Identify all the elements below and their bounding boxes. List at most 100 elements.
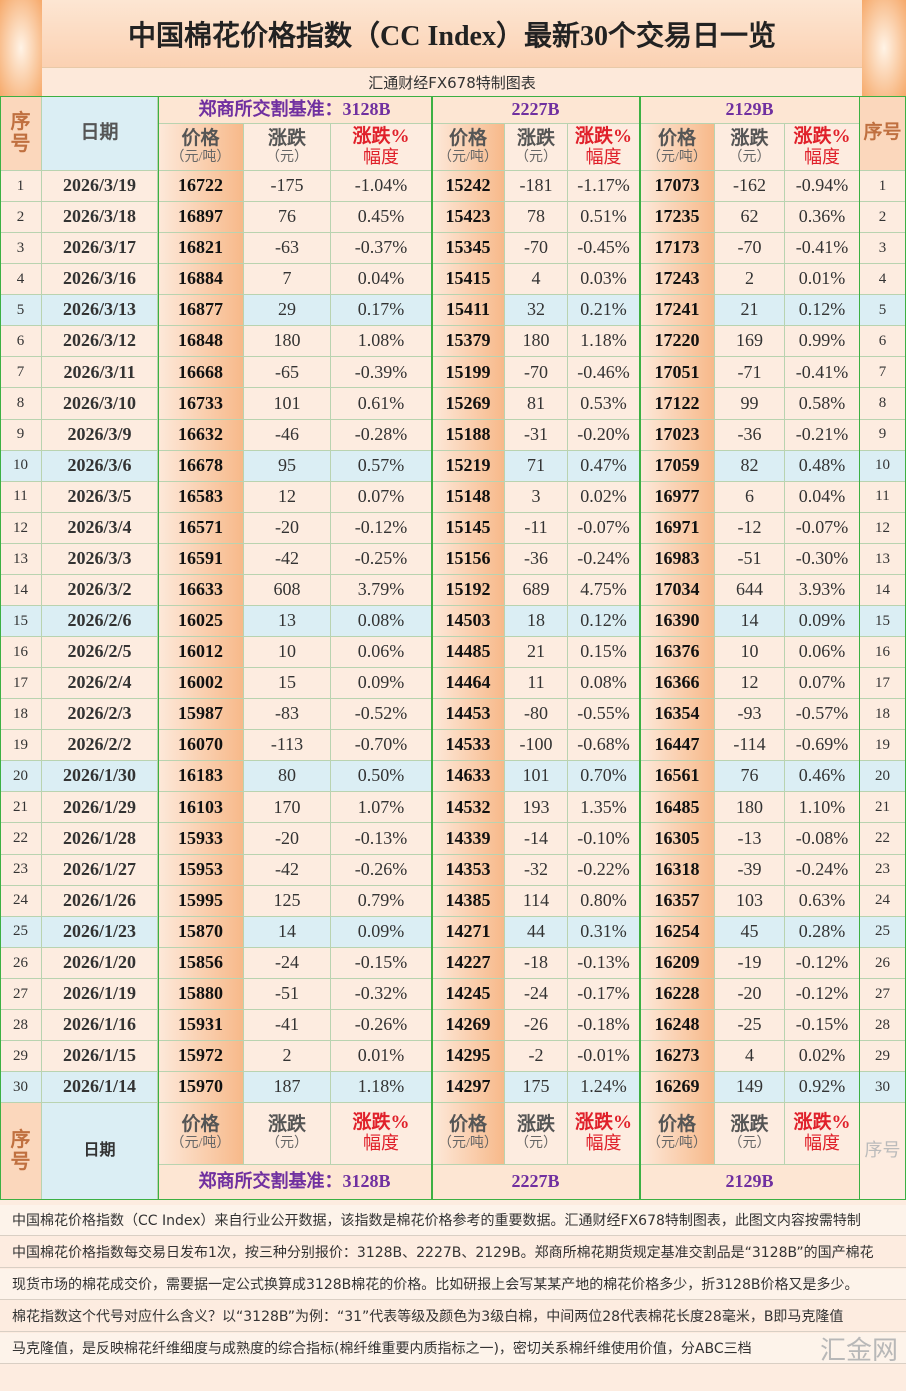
change-percent: -0.30% [785, 543, 860, 575]
date: 2026/1/29 [42, 792, 158, 824]
change: -26 [505, 1009, 568, 1041]
price: 14464 [432, 668, 505, 700]
price: 14385 [432, 885, 505, 917]
change-percent: 0.45% [331, 202, 432, 234]
row-number: 20 [860, 761, 906, 793]
date: 2026/3/9 [42, 419, 158, 451]
price: 17122 [640, 388, 715, 420]
row-number: 25 [860, 916, 906, 948]
price: 16002 [158, 668, 244, 700]
change-percent: -0.07% [568, 512, 640, 544]
change: 644 [715, 574, 785, 606]
row-number: 1 [860, 171, 906, 203]
change-percent: -0.32% [331, 978, 432, 1010]
price: 15856 [158, 947, 244, 979]
row-number: 13 [0, 543, 42, 575]
change: 10 [244, 637, 331, 669]
price: 15192 [432, 574, 505, 606]
date: 2026/1/19 [42, 978, 158, 1010]
row-number: 3 [860, 233, 906, 265]
group-footer: 2227B [432, 1165, 640, 1200]
date: 2026/3/12 [42, 326, 158, 358]
change: -36 [715, 419, 785, 451]
row-number: 12 [860, 512, 906, 544]
price: 16305 [640, 823, 715, 855]
price: 16977 [640, 481, 715, 513]
change-percent: 3.79% [331, 574, 432, 606]
column-header: 涨跌% 幅度 [331, 1103, 432, 1165]
group-header: 郑商所交割基准：3128B [158, 96, 432, 124]
change-percent: 1.35% [568, 792, 640, 824]
price: 17220 [640, 326, 715, 358]
price: 15411 [432, 295, 505, 327]
price: 15379 [432, 326, 505, 358]
price: 15242 [432, 171, 505, 203]
change-percent: -0.15% [785, 1009, 860, 1041]
column-header: 涨跌% 幅度 [568, 124, 640, 171]
change-percent: -0.13% [331, 823, 432, 855]
change: -46 [244, 419, 331, 451]
date: 2026/1/15 [42, 1040, 158, 1073]
change: 180 [505, 326, 568, 358]
column-unit: （元/吨） [170, 1136, 231, 1152]
column-unit: （元/吨） [438, 1136, 498, 1152]
change-percent: -0.12% [331, 512, 432, 544]
column-header: 价格 （元/吨） [432, 1103, 505, 1165]
change: 29 [244, 295, 331, 327]
row-number: 22 [0, 823, 42, 855]
price: 17235 [640, 202, 715, 234]
price: 14533 [432, 730, 505, 762]
change-percent: 0.17% [331, 295, 432, 327]
row-number: 13 [860, 543, 906, 575]
change-percent: 1.24% [568, 1072, 640, 1104]
change-percent: 0.06% [331, 637, 432, 669]
row-number: 14 [0, 574, 42, 606]
row-number: 19 [0, 730, 42, 762]
column-label: 涨跌% [793, 1112, 851, 1134]
seq-header: 序号 [0, 96, 42, 171]
change: -65 [244, 357, 331, 389]
price: 15987 [158, 699, 244, 731]
change-percent: 1.18% [568, 326, 640, 358]
date: 2026/3/2 [42, 574, 158, 606]
date: 2026/3/19 [42, 171, 158, 203]
column-header: 涨跌 （元） [505, 124, 568, 171]
change-percent: 0.28% [785, 916, 860, 948]
price: 15972 [158, 1040, 244, 1073]
change: -162 [715, 171, 785, 203]
row-number: 26 [860, 947, 906, 979]
change-percent: 0.01% [331, 1040, 432, 1073]
change: -175 [244, 171, 331, 203]
price: 14271 [432, 916, 505, 948]
row-number: 14 [860, 574, 906, 606]
price: 16447 [640, 730, 715, 762]
column-label: 涨跌% [352, 1112, 410, 1134]
change: 76 [244, 202, 331, 234]
row-number: 2 [860, 202, 906, 234]
date: 2026/2/3 [42, 699, 158, 731]
change: -70 [505, 357, 568, 389]
price: 16070 [158, 730, 244, 762]
price: 14353 [432, 854, 505, 886]
column-header: 涨跌 （元） [715, 124, 785, 171]
column-header: 涨跌% 幅度 [785, 124, 860, 171]
price: 14633 [432, 761, 505, 793]
change-percent: 0.51% [568, 202, 640, 234]
change: -39 [715, 854, 785, 886]
price: 14339 [432, 823, 505, 855]
change: 114 [505, 885, 568, 917]
change-percent: 0.15% [568, 637, 640, 669]
price: 17051 [640, 357, 715, 389]
price: 16485 [640, 792, 715, 824]
change-percent: 0.08% [331, 605, 432, 638]
row-number: 30 [0, 1072, 42, 1104]
change: 95 [244, 450, 331, 482]
change: 32 [505, 295, 568, 327]
change: 193 [505, 792, 568, 824]
price: 14532 [432, 792, 505, 824]
change: 101 [244, 388, 331, 420]
price: 16848 [158, 326, 244, 358]
column-header: 价格 （元/吨） [640, 1103, 715, 1165]
column-unit: 幅度 [585, 146, 622, 167]
change: -20 [715, 978, 785, 1010]
